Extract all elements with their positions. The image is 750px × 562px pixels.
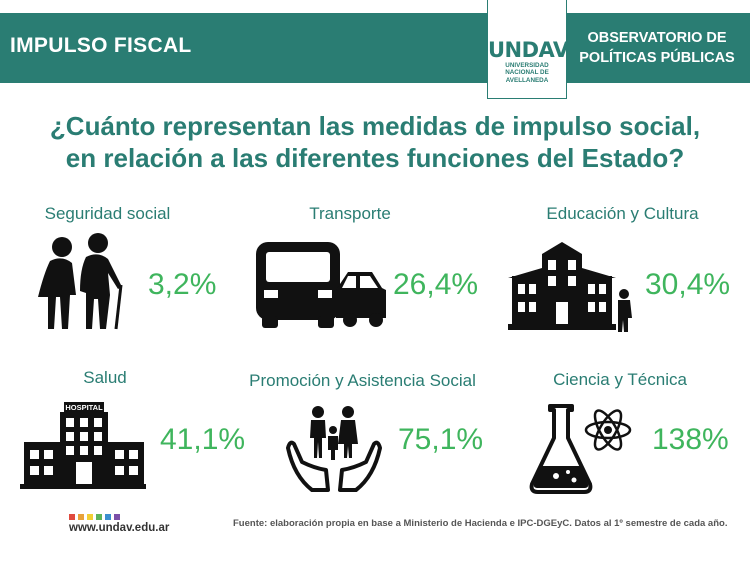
- logo-subtitle: UNIVERSIDAD NACIONAL DE AVELLANEDA: [488, 62, 566, 84]
- color-dot: [78, 514, 84, 520]
- hospital-icon: HOSPITAL: [20, 402, 146, 489]
- label-salud: Salud: [83, 368, 127, 387]
- value-salud: 41,1%: [160, 423, 246, 456]
- logo-sub-line1: UNIVERSIDAD: [505, 62, 549, 69]
- color-dot: [96, 514, 102, 520]
- header-title: IMPULSO FISCAL: [10, 34, 192, 57]
- color-dot: [69, 514, 75, 520]
- source-note: Fuente: elaboración propia en base a Min…: [233, 518, 728, 529]
- value-ciencia-tecnica: 138%: [652, 423, 729, 456]
- color-dot: [114, 514, 120, 520]
- flask-atom-icon: [529, 404, 632, 494]
- observatorio-line1: OBSERVATORIO DE: [587, 30, 727, 46]
- school-student-icon: [508, 242, 632, 332]
- label-ciencia-tecnica: Ciencia y Técnica: [553, 370, 687, 389]
- hospital-sign-text: HOSPITAL: [65, 403, 103, 412]
- value-seguridad-social: 3,2%: [148, 268, 217, 301]
- label-promocion-asistencia: Promoción y Asistencia Social: [249, 371, 476, 390]
- family-hands-icon: [286, 406, 382, 492]
- website-link[interactable]: www.undav.edu.ar: [69, 522, 170, 534]
- header-bar: [0, 13, 750, 83]
- label-seguridad-social: Seguridad social: [44, 204, 171, 223]
- logo-sub-line3: AVELLANEDA: [505, 76, 549, 84]
- label-transporte: Transporte: [309, 204, 391, 223]
- color-dots: [69, 514, 120, 520]
- value-promocion-asistencia: 75,1%: [398, 423, 484, 456]
- observatorio-line2: POLÍTICAS PÚBLICAS: [579, 50, 735, 66]
- elderly-couple-icon: [38, 233, 123, 330]
- color-dot: [87, 514, 93, 520]
- observatorio-title: OBSERVATORIO DE POLÍTICAS PÚBLICAS: [572, 28, 742, 68]
- undav-logo: UNDAV UNIVERSIDAD NACIONAL DE AVELLANEDA: [487, 0, 569, 99]
- bus-car-icon: [256, 242, 386, 328]
- color-dot: [105, 514, 111, 520]
- question-line1: ¿Cuánto representan las medidas de impul…: [49, 111, 701, 141]
- main-question: ¿Cuánto representan las medidas de impul…: [0, 110, 750, 174]
- question-line2: en relación a las diferentes funciones d…: [65, 143, 685, 173]
- logo-sub-line2: NACIONAL DE: [505, 69, 549, 77]
- value-educacion-cultura: 30,4%: [645, 268, 731, 301]
- value-transporte: 26,4%: [393, 268, 479, 301]
- logo-mark: UNDAV: [488, 38, 569, 62]
- label-educacion-cultura: Educación y Cultura: [546, 204, 699, 223]
